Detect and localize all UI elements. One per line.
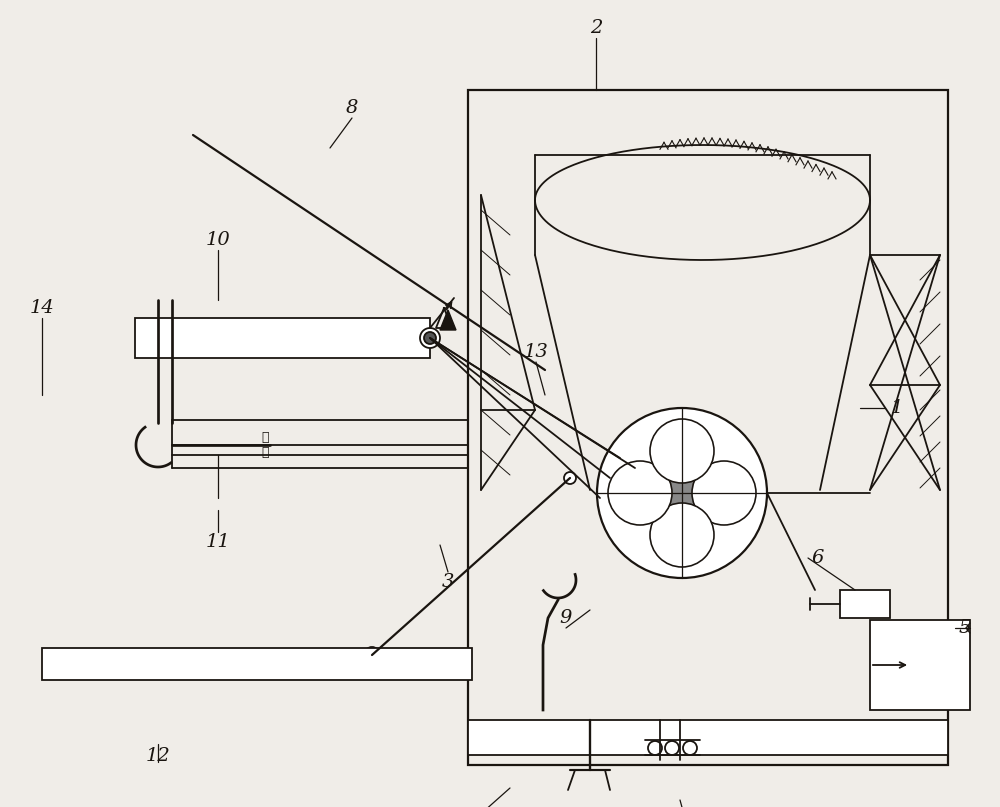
Text: 2: 2 (590, 19, 602, 37)
Circle shape (364, 647, 380, 663)
Circle shape (564, 472, 576, 484)
Bar (42, 648, 472, 680)
Text: 5: 5 (959, 619, 971, 637)
Text: 8: 8 (346, 99, 358, 117)
Text: 11: 11 (206, 533, 230, 551)
Circle shape (650, 503, 714, 567)
Text: 3: 3 (442, 573, 454, 591)
Bar (468, 90, 948, 765)
Text: 6: 6 (812, 549, 824, 567)
Bar (840, 590, 890, 618)
Circle shape (683, 741, 697, 755)
Circle shape (420, 328, 440, 348)
Bar (870, 620, 970, 710)
Circle shape (650, 419, 714, 483)
Circle shape (692, 461, 756, 525)
Text: 9: 9 (560, 609, 572, 627)
Bar (468, 720, 948, 755)
Circle shape (424, 332, 436, 344)
Text: 10: 10 (206, 231, 230, 249)
Polygon shape (440, 310, 456, 330)
Text: 12: 12 (146, 747, 170, 765)
Circle shape (648, 741, 662, 755)
Text: 14: 14 (30, 299, 54, 317)
Text: 进
排: 进 排 (261, 431, 269, 459)
Circle shape (608, 461, 672, 525)
Text: 1: 1 (891, 399, 903, 417)
Circle shape (654, 465, 710, 521)
Text: 13: 13 (524, 343, 548, 361)
Bar (135, 318, 430, 358)
Circle shape (665, 741, 679, 755)
Circle shape (597, 408, 767, 578)
